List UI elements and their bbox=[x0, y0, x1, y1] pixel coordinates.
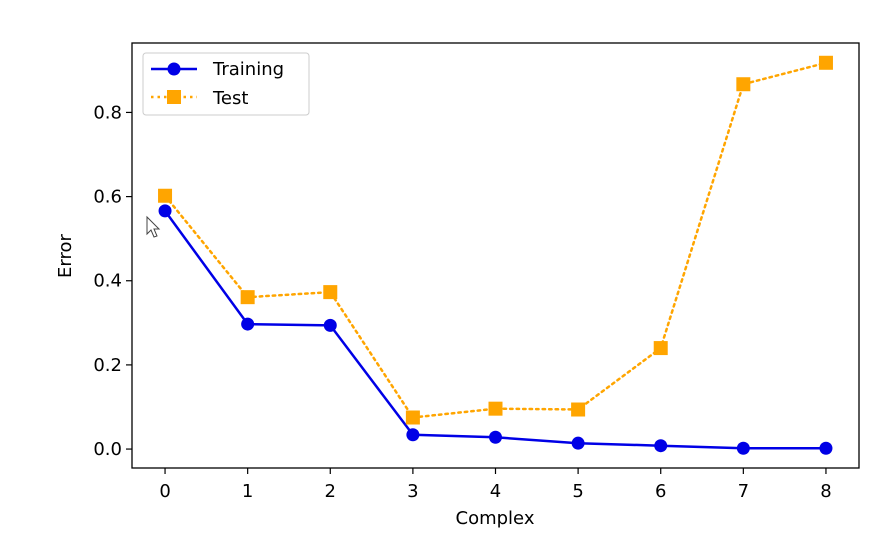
y-tick-label: 0.6 bbox=[93, 187, 122, 208]
x-tick-label: 2 bbox=[325, 481, 336, 502]
y-tick-label: 0.4 bbox=[93, 271, 122, 292]
data-point-test bbox=[488, 401, 503, 416]
data-point-training bbox=[819, 441, 833, 455]
data-point-test bbox=[240, 290, 255, 305]
mouse-pointer-icon bbox=[146, 215, 161, 238]
data-point-training bbox=[241, 317, 255, 331]
x-tick-label: 0 bbox=[159, 481, 170, 502]
data-point-training bbox=[489, 430, 502, 444]
legend-test-marker bbox=[167, 90, 181, 104]
data-point-test bbox=[158, 188, 173, 203]
y-tick-label: 0.2 bbox=[93, 355, 122, 376]
x-tick-label: 8 bbox=[820, 481, 831, 502]
x-tick-label: 7 bbox=[738, 481, 749, 502]
axes: 0 1 2 3 4 5 6 7 8 0.0 0.2 0.4 0.6 0.8 bbox=[93, 42, 860, 502]
data-point-test bbox=[571, 402, 586, 417]
x-tick-label: 4 bbox=[490, 481, 501, 502]
data-point-test bbox=[405, 410, 420, 425]
y-tick-label: 0.8 bbox=[93, 102, 122, 123]
legend-training-marker bbox=[167, 62, 181, 76]
y-axis-label: Error bbox=[55, 233, 76, 277]
data-point-training bbox=[158, 204, 172, 218]
x-axis-label: Complex bbox=[456, 508, 535, 529]
legend: Training Test bbox=[142, 52, 310, 116]
data-point-training bbox=[654, 439, 668, 453]
data-point-test bbox=[653, 341, 668, 356]
data-point-training bbox=[736, 441, 750, 455]
plot-area bbox=[158, 55, 833, 455]
series-line-test bbox=[163, 61, 828, 419]
y-tick-label: 0.0 bbox=[93, 439, 122, 460]
legend-training-label: Training bbox=[212, 59, 284, 80]
data-point-test bbox=[818, 55, 833, 70]
data-point-test bbox=[323, 285, 338, 300]
data-point-training bbox=[571, 436, 585, 450]
x-tick-label: 1 bbox=[242, 481, 253, 502]
legend-test-label: Test bbox=[212, 88, 248, 109]
x-tick-label: 5 bbox=[572, 481, 583, 502]
x-tick-label: 6 bbox=[655, 481, 666, 502]
x-tick-label: 3 bbox=[407, 481, 418, 502]
data-point-training bbox=[406, 428, 420, 442]
data-point-training bbox=[323, 318, 337, 332]
data-point-test bbox=[736, 77, 751, 92]
